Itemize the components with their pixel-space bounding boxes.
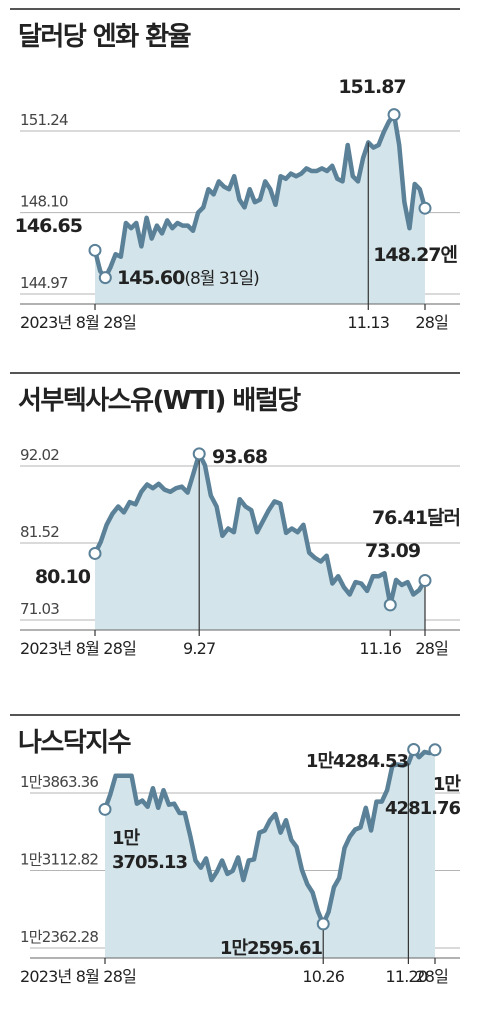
usd-jpy-chart: 151.24 148.10 144.97 2023년 8월 28일 11.13 28일 14… xyxy=(15,76,460,332)
data-label: 1만 xyxy=(112,828,141,849)
series-line xyxy=(92,451,428,608)
annotation-marker xyxy=(383,598,397,612)
data-label: 80.10 xyxy=(35,566,91,588)
annotation-marker xyxy=(88,243,102,257)
annotation-marker xyxy=(98,802,112,816)
data-label: 1만4284.53 xyxy=(306,751,409,772)
y-tick-label: 151.24 xyxy=(20,111,68,129)
data-label: 145.60(8월 31일) xyxy=(117,267,259,289)
panel-top-rule xyxy=(10,8,460,10)
y-tick-label: 81.52 xyxy=(20,523,59,541)
wti-panel: 서부텍사스유(WTI) 배럴당 92.02 81.52 71.03 2023년 8월 … xyxy=(0,372,480,682)
data-label: 1만2595.61 xyxy=(220,938,323,959)
annotation-marker xyxy=(88,546,102,560)
data-label: 148.27엔 xyxy=(373,244,457,266)
chart-title: 나스닥지수 xyxy=(18,728,132,758)
y-tick-label: 92.02 xyxy=(20,446,59,464)
data-label: 146.65 xyxy=(15,215,82,237)
x-tick-label: 10.26 xyxy=(302,967,344,986)
series-area xyxy=(95,114,425,304)
chart-title: 달러당 엔화 환율 xyxy=(18,22,192,52)
data-label: 151.87 xyxy=(338,76,405,98)
data-label: 93.68 xyxy=(212,446,268,468)
y-tick-label: 1만3863.36 xyxy=(20,773,98,791)
x-tick-label: 11.16 xyxy=(359,639,401,658)
data-label: 1만 xyxy=(433,774,462,795)
annotation-marker xyxy=(407,743,421,757)
annotation-marker xyxy=(387,108,401,122)
panel-top-rule xyxy=(10,714,460,716)
data-label: 3705.13 xyxy=(112,852,187,873)
x-tick-label: 28일 xyxy=(415,313,448,332)
data-label: 76.41달러 xyxy=(372,507,460,529)
x-tick-label: 2023년 8월 28일 xyxy=(20,639,136,658)
data-label-note: (8월 31일) xyxy=(184,269,259,289)
x-tick-label: 11.20 xyxy=(385,967,427,986)
data-label: 4281.76 xyxy=(385,798,460,819)
annotation-marker xyxy=(418,201,432,215)
x-tick-label: 28일 xyxy=(415,967,448,986)
x-tick-label: 2023년 8월 28일 xyxy=(20,313,136,332)
annotation-marker xyxy=(428,743,442,757)
usd-jpy-panel: 달러당 엔화 환율 151.24 148.10 144.97 2023년 8월 28일… xyxy=(0,8,480,338)
x-tick-label: 28일 xyxy=(415,639,448,658)
chart-title: 서부텍사스유(WTI) 배럴당 xyxy=(18,386,301,416)
panel-top-rule xyxy=(10,372,460,374)
annotation-marker xyxy=(98,271,112,285)
x-tick-label: 9.27 xyxy=(183,639,215,658)
y-tick-label: 71.03 xyxy=(20,600,59,618)
x-tick-label: 11.13 xyxy=(347,313,389,332)
series-area xyxy=(105,749,435,958)
y-tick-label: 148.10 xyxy=(20,193,68,211)
nasdaq-chart: 1만3863.36 1만3112.82 1만2362.28 2023년 8월 28일 1… xyxy=(20,743,462,986)
y-tick-label: 144.97 xyxy=(20,274,68,292)
annotation-marker xyxy=(316,917,330,931)
nasdaq-panel: 나스닥지수 1만3863.36 1만3112.82 1만2362.28 2023년 8… xyxy=(0,714,480,1022)
x-tick-label: 2023년 8월 28일 xyxy=(20,967,136,986)
wti-chart: 92.02 81.52 71.03 2023년 8월 28일 9.27 11.16 28일 8… xyxy=(20,446,461,658)
y-tick-label: 1만2362.28 xyxy=(20,928,98,946)
annotation-marker xyxy=(418,574,432,588)
series-line xyxy=(102,747,438,927)
annotation-marker xyxy=(192,447,206,461)
data-label: 73.09 xyxy=(365,540,420,562)
series-line xyxy=(92,112,428,280)
y-tick-label: 1만3112.82 xyxy=(20,851,98,869)
